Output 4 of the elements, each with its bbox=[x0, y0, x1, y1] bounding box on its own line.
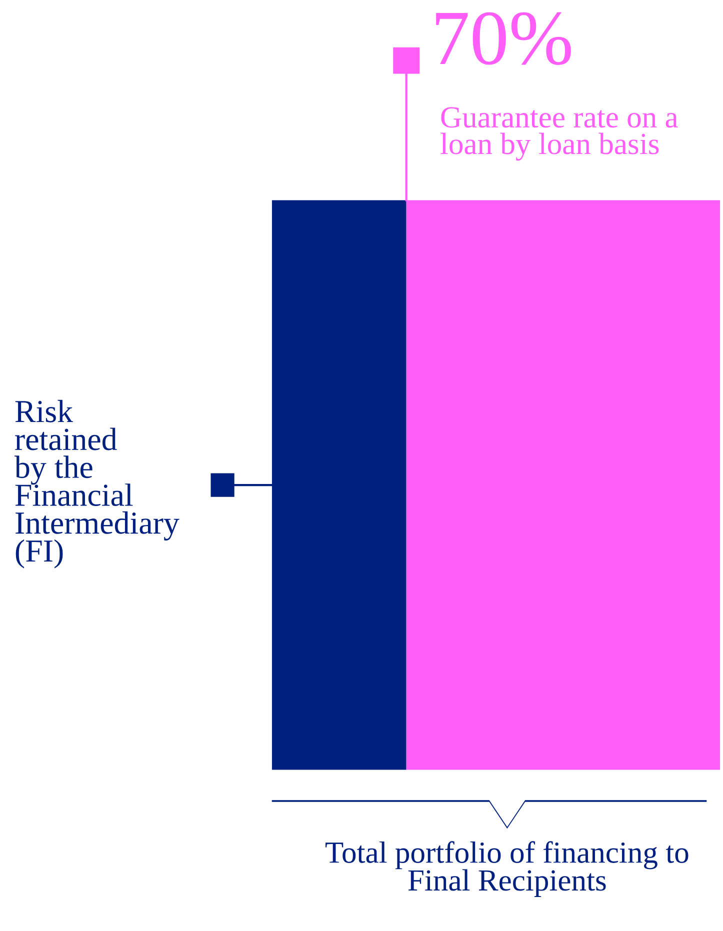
data-label: 70% bbox=[436, 12, 571, 65]
series-label: Guarantee rate on a loan by loan basis bbox=[440, 107, 678, 161]
x-axis-title: Total portfolio of financing to Final Recipients bbox=[326, 841, 688, 897]
legend-label: Risk retained by the Financial Intermediary (FI) bbox=[14, 400, 180, 568]
